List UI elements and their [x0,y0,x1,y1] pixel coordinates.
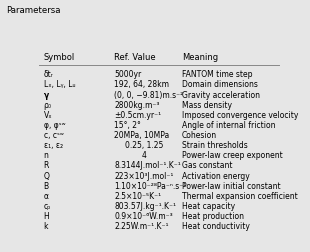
Text: Power-law creep exponent: Power-law creep exponent [182,151,282,160]
Text: Lₓ, Lᵧ, Lᵤ: Lₓ, Lᵧ, Lᵤ [43,80,75,89]
Text: Heat production: Heat production [182,211,244,220]
Text: 1.10×10⁻²⁸Pa⁻ⁿ.s⁻¹: 1.10×10⁻²⁸Pa⁻ⁿ.s⁻¹ [114,181,187,190]
Text: Cohesion: Cohesion [182,131,217,140]
Text: Imposed convergence velocity: Imposed convergence velocity [182,110,298,119]
Text: B: B [43,181,49,190]
Text: 15°, 2°: 15°, 2° [114,120,141,130]
Text: cₚ: cₚ [43,201,51,210]
Text: Mass density: Mass density [182,100,232,109]
Text: 223×10³J.mol⁻¹: 223×10³J.mol⁻¹ [114,171,174,180]
Text: 5000yr: 5000yr [114,70,142,79]
Text: Power-law initial constant: Power-law initial constant [182,181,280,190]
Text: ρ₀: ρ₀ [43,100,51,109]
Text: φ, φˢʷ: φ, φˢʷ [43,120,65,130]
Text: 0.25, 1.25: 0.25, 1.25 [125,141,164,150]
Text: H: H [43,211,49,220]
Text: Gravity acceleration: Gravity acceleration [182,90,260,99]
Text: γ: γ [43,90,49,99]
Text: Vₓ: Vₓ [43,110,52,119]
Text: 4: 4 [142,151,147,160]
Text: 2800kg.m⁻³: 2800kg.m⁻³ [114,100,160,109]
Text: 0.9×10⁻⁶W.m⁻³: 0.9×10⁻⁶W.m⁻³ [114,211,173,220]
Text: ε₁, ε₂: ε₁, ε₂ [43,141,63,150]
Text: Gas constant: Gas constant [182,161,232,170]
Text: Thermal expansion coefficient: Thermal expansion coefficient [182,191,298,200]
Text: 8.3144J.mol⁻¹.K⁻¹: 8.3144J.mol⁻¹.K⁻¹ [114,161,181,170]
Text: Domain dimensions: Domain dimensions [182,80,258,89]
Text: Strain thresholds: Strain thresholds [182,141,247,150]
Text: Q: Q [43,171,49,180]
Text: 20MPa, 10MPa: 20MPa, 10MPa [114,131,170,140]
Text: Heat conductivity: Heat conductivity [182,221,250,230]
Text: δtᵣ: δtᵣ [43,70,53,79]
Text: Meaning: Meaning [182,53,218,61]
Text: 192, 64, 28km: 192, 64, 28km [114,80,170,89]
Text: Heat capacity: Heat capacity [182,201,235,210]
Text: Activation energy: Activation energy [182,171,250,180]
Text: Parametersa: Parametersa [6,6,61,15]
Text: k: k [43,221,48,230]
Text: (0, 0, −9.81)m.s⁻²: (0, 0, −9.81)m.s⁻² [114,90,184,99]
Text: ±0.5cm.yr⁻¹: ±0.5cm.yr⁻¹ [114,110,162,119]
Text: 2.25W.m⁻¹.K⁻¹: 2.25W.m⁻¹.K⁻¹ [114,221,169,230]
Text: c, cˢʷ: c, cˢʷ [43,131,63,140]
Text: 2.5×10⁻⁵K⁻¹: 2.5×10⁻⁵K⁻¹ [114,191,162,200]
Text: FANTOM time step: FANTOM time step [182,70,252,79]
Text: Ref. Value: Ref. Value [114,53,156,61]
Text: Symbol: Symbol [43,53,75,61]
Text: α: α [43,191,49,200]
Text: n: n [43,151,48,160]
Text: Angle of internal friction: Angle of internal friction [182,120,275,130]
Text: R: R [43,161,49,170]
Text: 803.57J.kg⁻¹.K⁻¹: 803.57J.kg⁻¹.K⁻¹ [114,201,176,210]
